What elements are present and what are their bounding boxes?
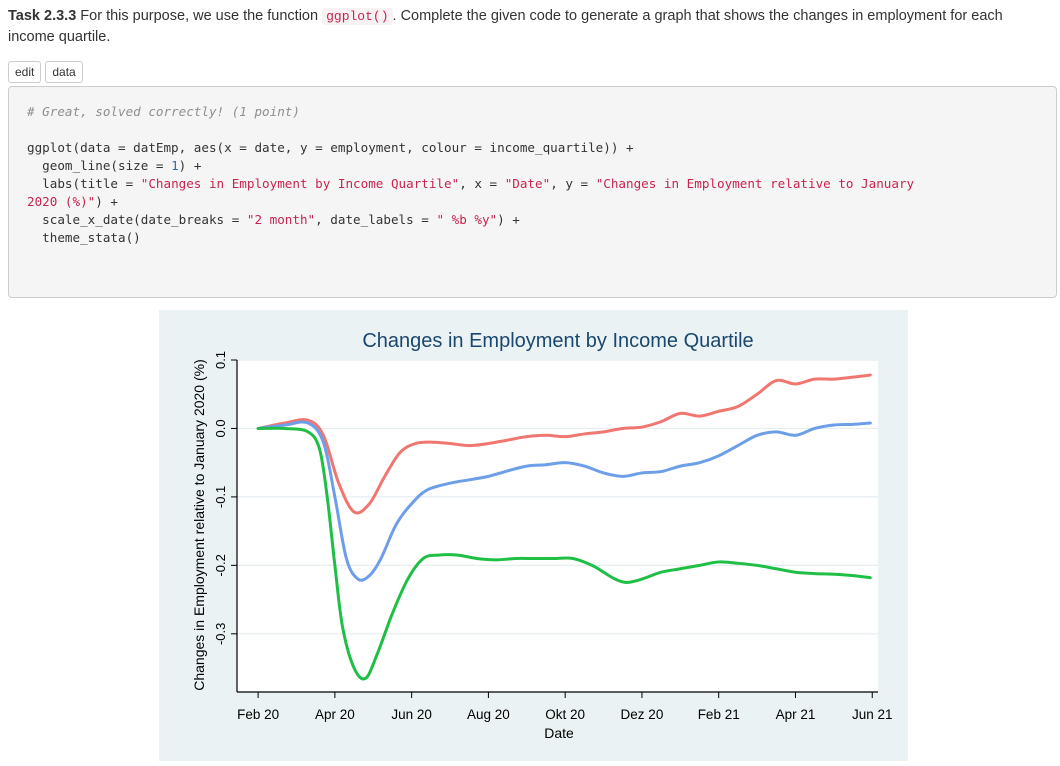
- plot-area: Changes in Employment by Income Quartile…: [159, 310, 908, 761]
- y-tick-label: -0.3: [213, 623, 228, 645]
- x-tick-label: Okt 20: [545, 707, 585, 722]
- y-tick-label: 0.1: [213, 351, 228, 369]
- series-line-1: [256, 373, 872, 515]
- series-line-3: [256, 426, 872, 681]
- inline-code-ggplot: ggplot(): [322, 8, 393, 25]
- code-line-5: scale_x_date(date_breaks = "2 month", da…: [27, 212, 520, 227]
- y-axis-label: Changes in Employment relative to Januar…: [191, 359, 207, 691]
- button-row: edit data: [8, 61, 83, 83]
- x-tick-label: Jun 20: [391, 707, 432, 722]
- y-tick-label: -0.2: [213, 554, 228, 576]
- x-tick-label: Feb 21: [698, 707, 740, 722]
- code-line-2: geom_line(size = 1) +: [27, 158, 202, 173]
- x-tick-label: Jun 21: [852, 707, 893, 722]
- x-axis-label: Date: [544, 725, 574, 741]
- series-line-2: [256, 420, 872, 582]
- x-tick-label: Dez 20: [621, 707, 664, 722]
- plot-background: [237, 360, 878, 692]
- y-tick-label: 0.0: [213, 419, 228, 437]
- data-button[interactable]: data: [45, 61, 83, 83]
- code-block: # Great, solved correctly! (1 point) ggpl…: [8, 86, 1057, 298]
- y-tick-label: -0.1: [213, 486, 228, 508]
- x-tick-label: Apr 21: [776, 707, 816, 722]
- task-text-before: For this purpose, we use the function: [76, 8, 323, 24]
- code-line-6: theme_stata(): [27, 230, 141, 245]
- task-description: Task 2.3.3 For this purpose, we use the …: [8, 6, 1053, 47]
- code-line-1: ggplot(data = datEmp, aes(x = date, y = …: [27, 140, 634, 155]
- plot-panel: -0.3 -0.2 -0.1 0.0 0.1 Feb 20 Apr 20 Jun 20 Aug …: [213, 351, 893, 722]
- edit-button[interactable]: edit: [8, 61, 42, 83]
- code-line-4: 2020 (%)") +: [27, 194, 118, 209]
- x-tick-label: Apr 20: [315, 707, 355, 722]
- employment-chart: Changes in Employment by Income Quartile…: [191, 330, 893, 741]
- x-tick-label: Feb 20: [237, 707, 279, 722]
- code-comment: # Great, solved correctly! (1 point): [27, 104, 300, 119]
- chart-title: Changes in Employment by Income Quartile: [362, 330, 753, 352]
- x-tick-label: Aug 20: [467, 707, 510, 722]
- code-line-3: labs(title = "Changes in Employment by I…: [27, 176, 915, 191]
- task-text-after: . Complete the given code to generate a …: [8, 8, 1003, 45]
- task-label: Task 2.3.3: [8, 8, 77, 24]
